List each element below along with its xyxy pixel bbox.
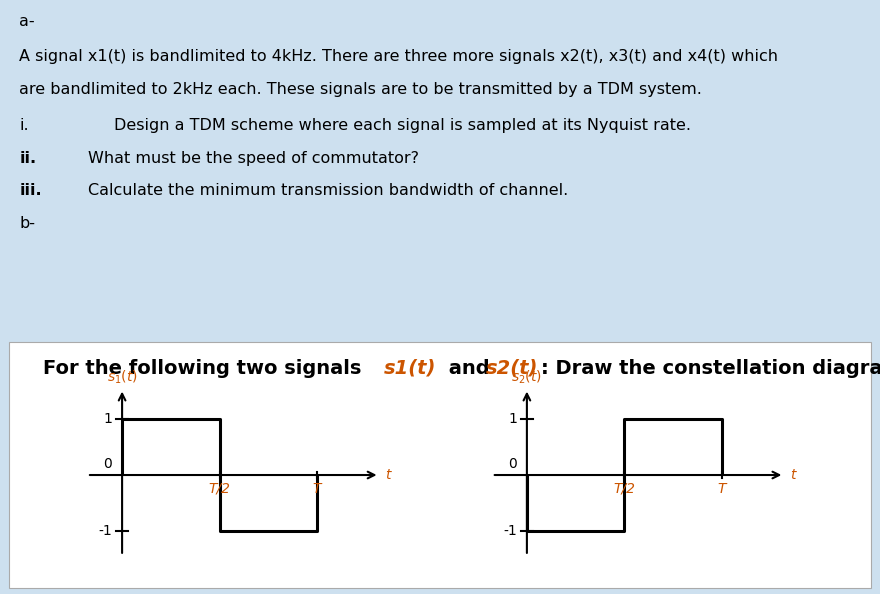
Text: i.: i.: [19, 118, 29, 134]
Text: and: and: [442, 359, 496, 378]
Text: ii.: ii.: [19, 151, 36, 166]
Text: t: t: [790, 468, 796, 482]
Text: 1: 1: [104, 412, 113, 426]
Text: 1: 1: [509, 412, 517, 426]
Text: iii.: iii.: [19, 184, 42, 198]
Text: t: t: [385, 468, 391, 482]
Text: a-: a-: [19, 14, 35, 29]
Text: $s_2(t)$: $s_2(t)$: [511, 368, 542, 386]
Text: T: T: [312, 482, 321, 496]
Text: T/2: T/2: [613, 482, 635, 496]
Text: Calculate the minimum transmission bandwidth of channel.: Calculate the minimum transmission bandw…: [88, 184, 568, 198]
Text: What must be the speed of commutator?: What must be the speed of commutator?: [88, 151, 419, 166]
Text: : Draw the constellation diagram: : Draw the constellation diagram: [541, 359, 880, 378]
Text: Design a TDM scheme where each signal is sampled at its Nyquist rate.: Design a TDM scheme where each signal is…: [114, 118, 692, 134]
Text: 0: 0: [104, 457, 113, 470]
Text: are bandlimited to 2kHz each. These signals are to be transmitted by a TDM syste: are bandlimited to 2kHz each. These sign…: [19, 82, 702, 97]
Text: s1(t): s1(t): [384, 359, 436, 378]
Text: A signal x1(t) is bandlimited to 4kHz. There are three more signals x2(t), x3(t): A signal x1(t) is bandlimited to 4kHz. T…: [19, 49, 778, 64]
Text: -1: -1: [503, 524, 517, 538]
Text: b-: b-: [19, 216, 35, 231]
Text: 0: 0: [509, 457, 517, 470]
Text: T/2: T/2: [209, 482, 231, 496]
Text: For the following two signals: For the following two signals: [43, 359, 369, 378]
Text: T: T: [717, 482, 726, 496]
Text: s2(t): s2(t): [486, 359, 538, 378]
Text: $s_1(t)$: $s_1(t)$: [106, 368, 137, 386]
Text: -1: -1: [99, 524, 113, 538]
